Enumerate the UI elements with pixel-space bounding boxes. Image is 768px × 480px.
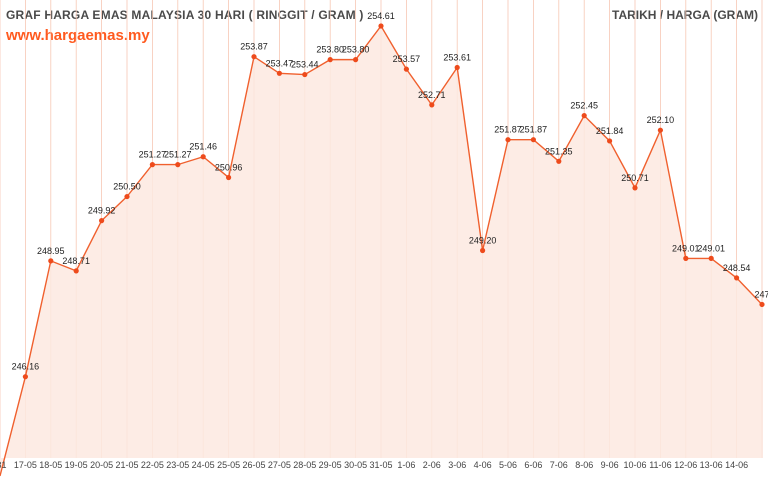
data-label: 251.27: [139, 150, 167, 160]
plot-area: 246.16248.95248.71249.92250.50251.27251.…: [0, 11, 768, 477]
data-point: [226, 174, 232, 181]
data-label: 252.10: [647, 115, 675, 125]
x-tick-label: 8-06: [575, 460, 593, 470]
data-label: 248.54: [723, 263, 751, 273]
x-tick-label: 4-06: [474, 460, 492, 470]
data-point: [149, 162, 155, 168]
x-tick-label: 22-05: [141, 460, 164, 470]
x-tick-label: 11-06: [649, 460, 671, 470]
x-tick-label: 10-06: [623, 460, 646, 470]
data-point: [378, 23, 384, 29]
x-tick-label: 12-06: [674, 460, 697, 470]
data-label: 251.35: [545, 146, 573, 156]
data-label: 252.71: [418, 90, 446, 100]
data-point: [454, 64, 460, 71]
data-point: [353, 57, 359, 63]
x-tick-label: 29-05: [319, 460, 342, 470]
x-tick-label: 2-06: [423, 460, 441, 470]
x-tick-label: 19-05: [65, 460, 88, 470]
x-tick-label: 23-05: [166, 460, 189, 470]
data-label: 253.80: [316, 45, 344, 55]
data-label: 253.44: [291, 60, 319, 70]
data-label: 251.87: [520, 125, 548, 135]
data-point: [480, 247, 486, 254]
data-point: [429, 102, 435, 108]
data-point: [302, 71, 308, 78]
data-label: 247: [754, 289, 768, 299]
data-label: 248.95: [37, 246, 65, 256]
data-point: [632, 185, 638, 191]
x-tick-label: 31-05: [369, 460, 392, 470]
x-tick-label: 28-05: [293, 460, 316, 470]
x-tick-label: 13-06: [700, 460, 723, 470]
data-point: [327, 57, 333, 63]
data-label: 251.27: [164, 150, 192, 160]
data-point: [48, 258, 54, 264]
data-label: 250.50: [113, 182, 141, 192]
site-link[interactable]: www.hargaemas.my: [6, 27, 150, 44]
data-label: 254.61: [367, 11, 395, 21]
x-tick-label: 7-06: [550, 460, 568, 470]
data-label: 251.46: [189, 142, 217, 152]
x-tick-label: 30-05: [344, 460, 367, 470]
data-point: [99, 218, 105, 224]
data-point: [734, 275, 740, 281]
x-axis-ticks: -31 17-0518-0519-0520-0521-0522-0523-0524…: [0, 460, 748, 470]
data-point: [708, 255, 714, 261]
x-tick-label: 20-05: [90, 460, 113, 470]
x-tick-label: 26-05: [242, 460, 265, 470]
data-point: [657, 127, 664, 133]
data-label: 249.92: [88, 206, 116, 216]
data-label: 248.71: [62, 256, 90, 266]
data-point: [251, 54, 257, 60]
x-tick-label: 9-06: [601, 460, 619, 470]
x-tick-label: 17-05: [14, 460, 37, 470]
data-label: 249.01: [672, 243, 700, 253]
data-point: [73, 268, 79, 274]
data-point: [683, 255, 689, 261]
x-tick-label: 24-05: [192, 460, 215, 470]
legend-label: TARIKH / HARGA (GRAM): [612, 8, 758, 22]
data-point: [556, 158, 562, 164]
x-tick-label: 27-05: [268, 460, 291, 470]
x-tick-label: 5-06: [499, 460, 517, 470]
x-tick-label: 14-06: [725, 460, 748, 470]
data-label: 253.57: [393, 54, 421, 64]
data-label: 250.71: [621, 173, 649, 183]
data-point: [607, 138, 613, 144]
data-label: 251.87: [494, 125, 522, 135]
data-label: 253.47: [266, 58, 294, 68]
x-tick-label: 1-06: [397, 460, 415, 470]
data-label: 253.80: [342, 45, 370, 55]
x-tick-label: 21-05: [115, 460, 138, 470]
data-label: 246.16: [12, 362, 40, 372]
x-tick-label: -31: [0, 460, 7, 470]
data-point: [581, 113, 587, 119]
x-tick-label: 18-05: [39, 460, 62, 470]
data-point: [22, 374, 28, 380]
data-point: [175, 162, 181, 168]
data-label: 251.84: [596, 126, 624, 136]
area-fill: [0, 26, 762, 476]
x-tick-label: 25-05: [217, 460, 240, 470]
data-label: 249.20: [469, 236, 497, 246]
data-label: 250.96: [215, 162, 243, 172]
data-label: 253.87: [240, 42, 268, 52]
x-tick-label: 6-06: [524, 460, 542, 470]
data-label: 249.01: [697, 243, 725, 253]
chart-title: GRAF HARGA EMAS MALAYSIA 30 HARI ( RINGG…: [6, 8, 364, 22]
data-label: 253.61: [443, 53, 471, 63]
data-point: [276, 70, 282, 76]
data-point: [403, 66, 409, 72]
data-point: [759, 301, 765, 308]
x-tick-label: 3-06: [448, 460, 466, 470]
data-point: [200, 154, 206, 160]
data-label: 252.45: [570, 101, 598, 111]
data-point: [530, 137, 537, 143]
data-point: [124, 193, 130, 200]
data-point: [505, 137, 511, 143]
